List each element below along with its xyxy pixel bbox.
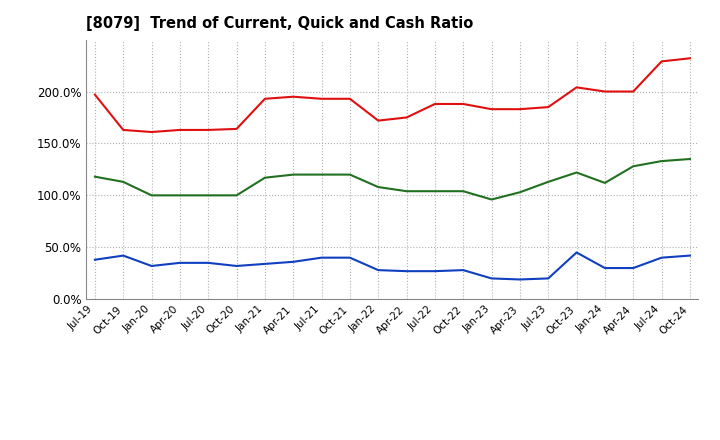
- Text: [8079]  Trend of Current, Quick and Cash Ratio: [8079] Trend of Current, Quick and Cash …: [86, 16, 474, 32]
- Cash Ratio: [346, 255, 354, 260]
- Current Ratio: [176, 127, 184, 132]
- Quick Ratio: [346, 172, 354, 177]
- Cash Ratio: [148, 263, 156, 268]
- Cash Ratio: [459, 268, 467, 273]
- Cash Ratio: [685, 253, 694, 258]
- Current Ratio: [685, 55, 694, 61]
- Quick Ratio: [459, 189, 467, 194]
- Quick Ratio: [176, 193, 184, 198]
- Cash Ratio: [516, 277, 524, 282]
- Quick Ratio: [233, 193, 241, 198]
- Current Ratio: [119, 127, 127, 132]
- Quick Ratio: [516, 190, 524, 195]
- Current Ratio: [572, 85, 581, 90]
- Cash Ratio: [629, 265, 637, 271]
- Cash Ratio: [374, 268, 382, 273]
- Cash Ratio: [204, 260, 212, 265]
- Current Ratio: [544, 104, 552, 110]
- Cash Ratio: [600, 265, 609, 271]
- Current Ratio: [374, 118, 382, 123]
- Cash Ratio: [233, 263, 241, 268]
- Cash Ratio: [261, 261, 269, 267]
- Quick Ratio: [572, 170, 581, 175]
- Cash Ratio: [487, 276, 496, 281]
- Line: Cash Ratio: Cash Ratio: [95, 253, 690, 279]
- Current Ratio: [148, 129, 156, 135]
- Quick Ratio: [204, 193, 212, 198]
- Current Ratio: [204, 127, 212, 132]
- Line: Quick Ratio: Quick Ratio: [95, 159, 690, 199]
- Quick Ratio: [487, 197, 496, 202]
- Quick Ratio: [657, 158, 666, 164]
- Current Ratio: [459, 101, 467, 106]
- Quick Ratio: [91, 174, 99, 180]
- Line: Current Ratio: Current Ratio: [95, 58, 690, 132]
- Current Ratio: [487, 106, 496, 112]
- Quick Ratio: [119, 179, 127, 184]
- Current Ratio: [233, 126, 241, 132]
- Current Ratio: [516, 106, 524, 112]
- Cash Ratio: [91, 257, 99, 262]
- Current Ratio: [431, 101, 439, 106]
- Quick Ratio: [289, 172, 297, 177]
- Current Ratio: [657, 59, 666, 64]
- Quick Ratio: [261, 175, 269, 180]
- Cash Ratio: [318, 255, 326, 260]
- Cash Ratio: [176, 260, 184, 265]
- Quick Ratio: [318, 172, 326, 177]
- Quick Ratio: [600, 180, 609, 186]
- Current Ratio: [600, 89, 609, 94]
- Cash Ratio: [544, 276, 552, 281]
- Cash Ratio: [119, 253, 127, 258]
- Cash Ratio: [431, 268, 439, 274]
- Quick Ratio: [374, 184, 382, 190]
- Current Ratio: [261, 96, 269, 102]
- Current Ratio: [91, 92, 99, 97]
- Quick Ratio: [544, 179, 552, 184]
- Current Ratio: [629, 89, 637, 94]
- Current Ratio: [289, 94, 297, 99]
- Cash Ratio: [657, 255, 666, 260]
- Quick Ratio: [685, 156, 694, 161]
- Cash Ratio: [289, 259, 297, 264]
- Cash Ratio: [572, 250, 581, 255]
- Quick Ratio: [431, 189, 439, 194]
- Current Ratio: [402, 115, 411, 120]
- Quick Ratio: [629, 164, 637, 169]
- Quick Ratio: [402, 189, 411, 194]
- Current Ratio: [346, 96, 354, 102]
- Current Ratio: [318, 96, 326, 102]
- Quick Ratio: [148, 193, 156, 198]
- Cash Ratio: [402, 268, 411, 274]
